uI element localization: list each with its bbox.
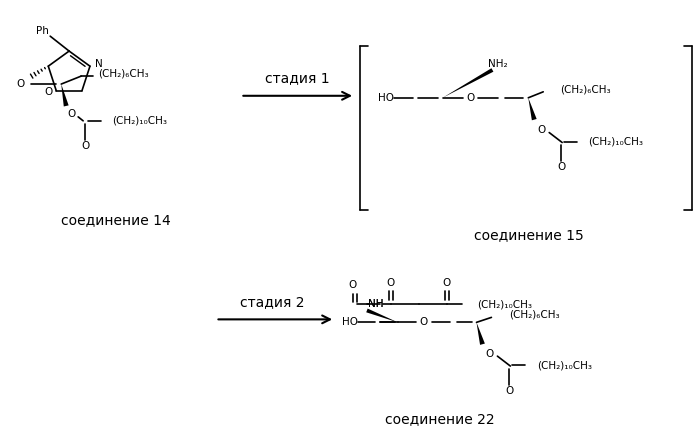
Text: O: O [557, 162, 565, 172]
Text: NH₂: NH₂ [488, 59, 507, 69]
Text: O: O [16, 79, 24, 89]
Text: стадия 1: стадия 1 [265, 71, 329, 85]
Text: O: O [442, 277, 451, 288]
Text: O: O [349, 280, 357, 290]
Polygon shape [528, 98, 537, 120]
Polygon shape [62, 84, 69, 106]
Text: Ph: Ph [36, 26, 49, 36]
Text: (CH₂)₁₀CH₃: (CH₂)₁₀CH₃ [589, 137, 644, 146]
Text: (CH₂)₁₀CH₃: (CH₂)₁₀CH₃ [537, 360, 591, 370]
Text: соединение 22: соединение 22 [385, 412, 494, 426]
Text: (CH₂)₆CH₃: (CH₂)₆CH₃ [560, 85, 610, 95]
Text: O: O [419, 318, 428, 327]
Text: соединение 14: соединение 14 [61, 213, 171, 227]
Text: HO: HO [378, 93, 394, 103]
Polygon shape [477, 322, 485, 345]
Text: O: O [81, 141, 89, 151]
Text: (CH₂)₁₀CH₃: (CH₂)₁₀CH₃ [113, 116, 168, 126]
Text: O: O [67, 109, 75, 119]
Text: O: O [44, 86, 52, 97]
Text: соединение 15: соединение 15 [475, 228, 584, 242]
Text: O: O [387, 277, 395, 288]
Text: O: O [505, 386, 514, 396]
Text: (CH₂)₁₀CH₃: (CH₂)₁₀CH₃ [477, 299, 532, 310]
Text: (CH₂)₆CH₃: (CH₂)₆CH₃ [98, 68, 148, 78]
Text: O: O [537, 124, 545, 135]
Polygon shape [366, 309, 398, 322]
Text: O: O [466, 93, 475, 103]
Text: NH: NH [368, 299, 384, 310]
Text: HO: HO [342, 318, 358, 327]
Text: N: N [95, 59, 103, 69]
Polygon shape [442, 68, 493, 98]
Text: O: O [485, 349, 493, 359]
Text: NH: NH [368, 299, 384, 310]
Text: (CH₂)₆CH₃: (CH₂)₆CH₃ [509, 310, 560, 319]
Text: стадия 2: стадия 2 [240, 295, 305, 310]
